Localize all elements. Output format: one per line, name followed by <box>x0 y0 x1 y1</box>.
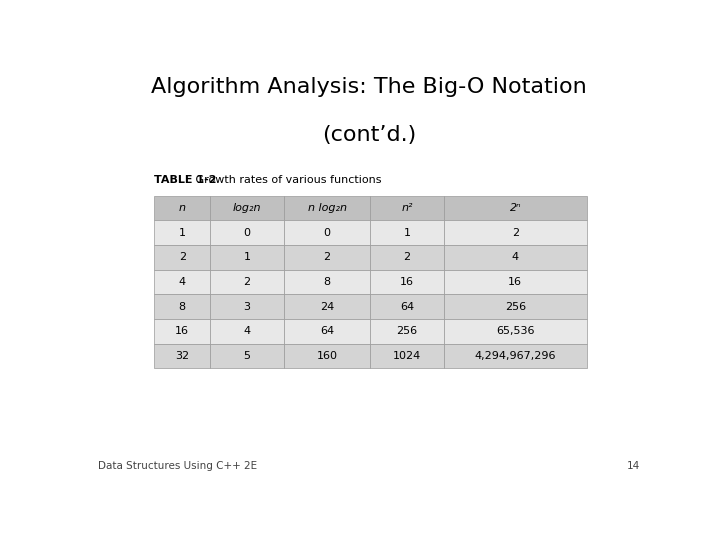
Text: 24: 24 <box>320 302 334 312</box>
Text: 2: 2 <box>512 228 519 238</box>
Text: 64: 64 <box>320 326 334 336</box>
Text: 5: 5 <box>243 351 251 361</box>
Bar <box>284 319 370 343</box>
Bar <box>210 269 284 294</box>
Bar <box>284 294 370 319</box>
Text: 256: 256 <box>505 302 526 312</box>
Text: 3: 3 <box>243 302 251 312</box>
Text: 8: 8 <box>179 302 186 312</box>
Bar <box>154 245 210 269</box>
Bar <box>284 196 370 220</box>
Text: 2: 2 <box>323 252 330 262</box>
Text: (cont’d.): (cont’d.) <box>322 125 416 145</box>
Bar <box>284 269 370 294</box>
Bar <box>370 343 444 368</box>
Text: 64: 64 <box>400 302 414 312</box>
Bar <box>210 245 284 269</box>
Bar <box>370 220 444 245</box>
Bar <box>444 269 587 294</box>
Bar <box>154 220 210 245</box>
Bar <box>444 343 587 368</box>
Text: 4: 4 <box>243 326 251 336</box>
Text: n log₂n: n log₂n <box>307 203 346 213</box>
Text: 2: 2 <box>404 252 410 262</box>
Text: Algorithm Analysis: The Big-O Notation: Algorithm Analysis: The Big-O Notation <box>151 77 587 97</box>
Bar <box>210 220 284 245</box>
Text: 2ⁿ: 2ⁿ <box>510 203 521 213</box>
Text: 65,536: 65,536 <box>496 326 534 336</box>
Text: Data Structures Using C++ 2E: Data Structures Using C++ 2E <box>99 462 258 471</box>
Bar <box>370 294 444 319</box>
Bar <box>444 220 587 245</box>
Bar <box>444 294 587 319</box>
Text: 256: 256 <box>397 326 418 336</box>
Text: 1024: 1024 <box>393 351 421 361</box>
Bar <box>284 245 370 269</box>
Text: 4,294,967,296: 4,294,967,296 <box>474 351 556 361</box>
Text: 16: 16 <box>508 277 522 287</box>
Text: log₂n: log₂n <box>233 203 261 213</box>
Text: 4: 4 <box>512 252 519 262</box>
Bar <box>370 196 444 220</box>
Bar <box>444 196 587 220</box>
Text: TABLE 1-2: TABLE 1-2 <box>154 176 217 185</box>
Bar <box>154 343 210 368</box>
Text: 16: 16 <box>175 326 189 336</box>
Bar <box>210 294 284 319</box>
Bar <box>154 294 210 319</box>
Text: 32: 32 <box>175 351 189 361</box>
Text: Growth rates of various functions: Growth rates of various functions <box>192 176 382 185</box>
Text: 160: 160 <box>317 351 338 361</box>
Text: 1: 1 <box>404 228 410 238</box>
Text: n: n <box>179 203 186 213</box>
Text: 2: 2 <box>179 252 186 262</box>
Bar <box>154 196 210 220</box>
Bar <box>210 343 284 368</box>
Bar <box>154 269 210 294</box>
Text: 16: 16 <box>400 277 414 287</box>
Bar <box>444 319 587 343</box>
Text: 2: 2 <box>243 277 251 287</box>
Text: 1: 1 <box>179 228 186 238</box>
Bar <box>370 245 444 269</box>
Text: n²: n² <box>402 203 413 213</box>
Text: 0: 0 <box>324 228 330 238</box>
Bar <box>284 220 370 245</box>
Text: 4: 4 <box>179 277 186 287</box>
Bar <box>370 319 444 343</box>
Text: 1: 1 <box>243 252 251 262</box>
Text: 8: 8 <box>323 277 330 287</box>
Bar <box>444 245 587 269</box>
Text: 0: 0 <box>243 228 251 238</box>
Text: 14: 14 <box>626 462 639 471</box>
Bar <box>154 319 210 343</box>
Bar <box>284 343 370 368</box>
Bar <box>210 196 284 220</box>
Bar <box>210 319 284 343</box>
Bar <box>370 269 444 294</box>
